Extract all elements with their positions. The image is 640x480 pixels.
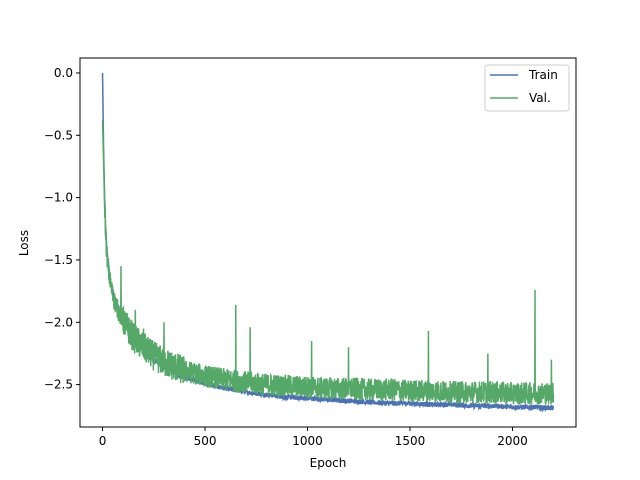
x-tick-label: 1500 <box>395 434 426 448</box>
series-line-val <box>101 120 555 406</box>
legend-box <box>484 64 570 112</box>
y-axis-ticks: 0.0 −0.5 −1.0 −1.5 −2.0 −2.5 <box>44 66 80 392</box>
y-axis-label: Loss <box>17 230 31 256</box>
x-axis-label: Epoch <box>310 456 347 470</box>
y-tick-label: −2.5 <box>44 378 73 392</box>
legend-val-label: Val. <box>529 91 551 105</box>
plot-frame <box>79 57 577 428</box>
series-layer <box>101 72 555 413</box>
x-tick-label: 2000 <box>497 434 528 448</box>
y-tick-label: −0.5 <box>44 128 73 142</box>
y-tick-label: −2.0 <box>44 315 73 329</box>
legend-train-label: Train <box>528 68 558 82</box>
y-tick-label: −1.0 <box>44 191 73 205</box>
y-tick-label: −1.5 <box>44 253 73 267</box>
plot-area <box>79 57 577 428</box>
x-tick-label: 500 <box>194 434 217 448</box>
legend: Train Val. <box>484 64 570 112</box>
x-tick-label: 1000 <box>292 434 323 448</box>
x-tick-label: 0 <box>99 434 107 448</box>
y-tick-label: 0.0 <box>54 66 73 80</box>
x-axis-ticks: 0 500 1000 1500 2000 <box>99 427 528 448</box>
